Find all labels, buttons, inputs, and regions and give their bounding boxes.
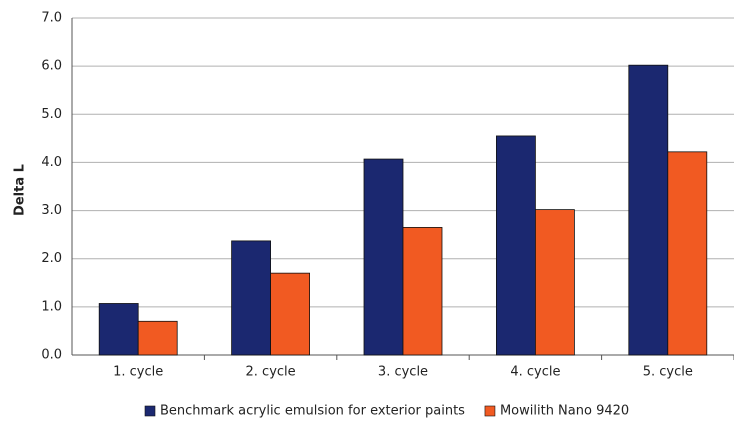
y-tick-label: 1.0: [41, 299, 62, 314]
bar: [231, 240, 272, 356]
bar: [628, 64, 669, 356]
x-tick-label: 4. cycle: [510, 365, 560, 380]
y-tick-label: 6.0: [41, 59, 62, 74]
bar: [402, 227, 443, 356]
y-tick-label: 5.0: [41, 107, 62, 122]
y-axis-label: Delta L: [13, 164, 28, 216]
y-tick-label: 3.0: [41, 203, 62, 218]
bar: [535, 209, 575, 356]
legend-label: Benchmark acrylic emulsion for exterior …: [160, 404, 465, 419]
x-tick-label: 2. cycle: [246, 365, 296, 380]
x-tick-label: 3. cycle: [378, 365, 428, 380]
bar: [363, 158, 404, 356]
legend-swatch: [144, 405, 156, 417]
legend-swatch: [484, 405, 496, 417]
x-tick-label: 5. cycle: [643, 365, 693, 380]
legend-label: Mowilith Nano 9420: [500, 404, 629, 419]
x-tick-label: 1. cycle: [113, 365, 163, 380]
y-tick-label: 0.0: [41, 348, 62, 363]
bar: [98, 303, 139, 356]
y-tick-label: 4.0: [41, 155, 62, 170]
y-tick-label: 2.0: [41, 251, 62, 266]
bar: [137, 320, 178, 356]
bar: [270, 272, 311, 356]
bar: [667, 151, 708, 356]
bar: [495, 135, 536, 356]
y-tick-label: 7.0: [41, 11, 62, 26]
